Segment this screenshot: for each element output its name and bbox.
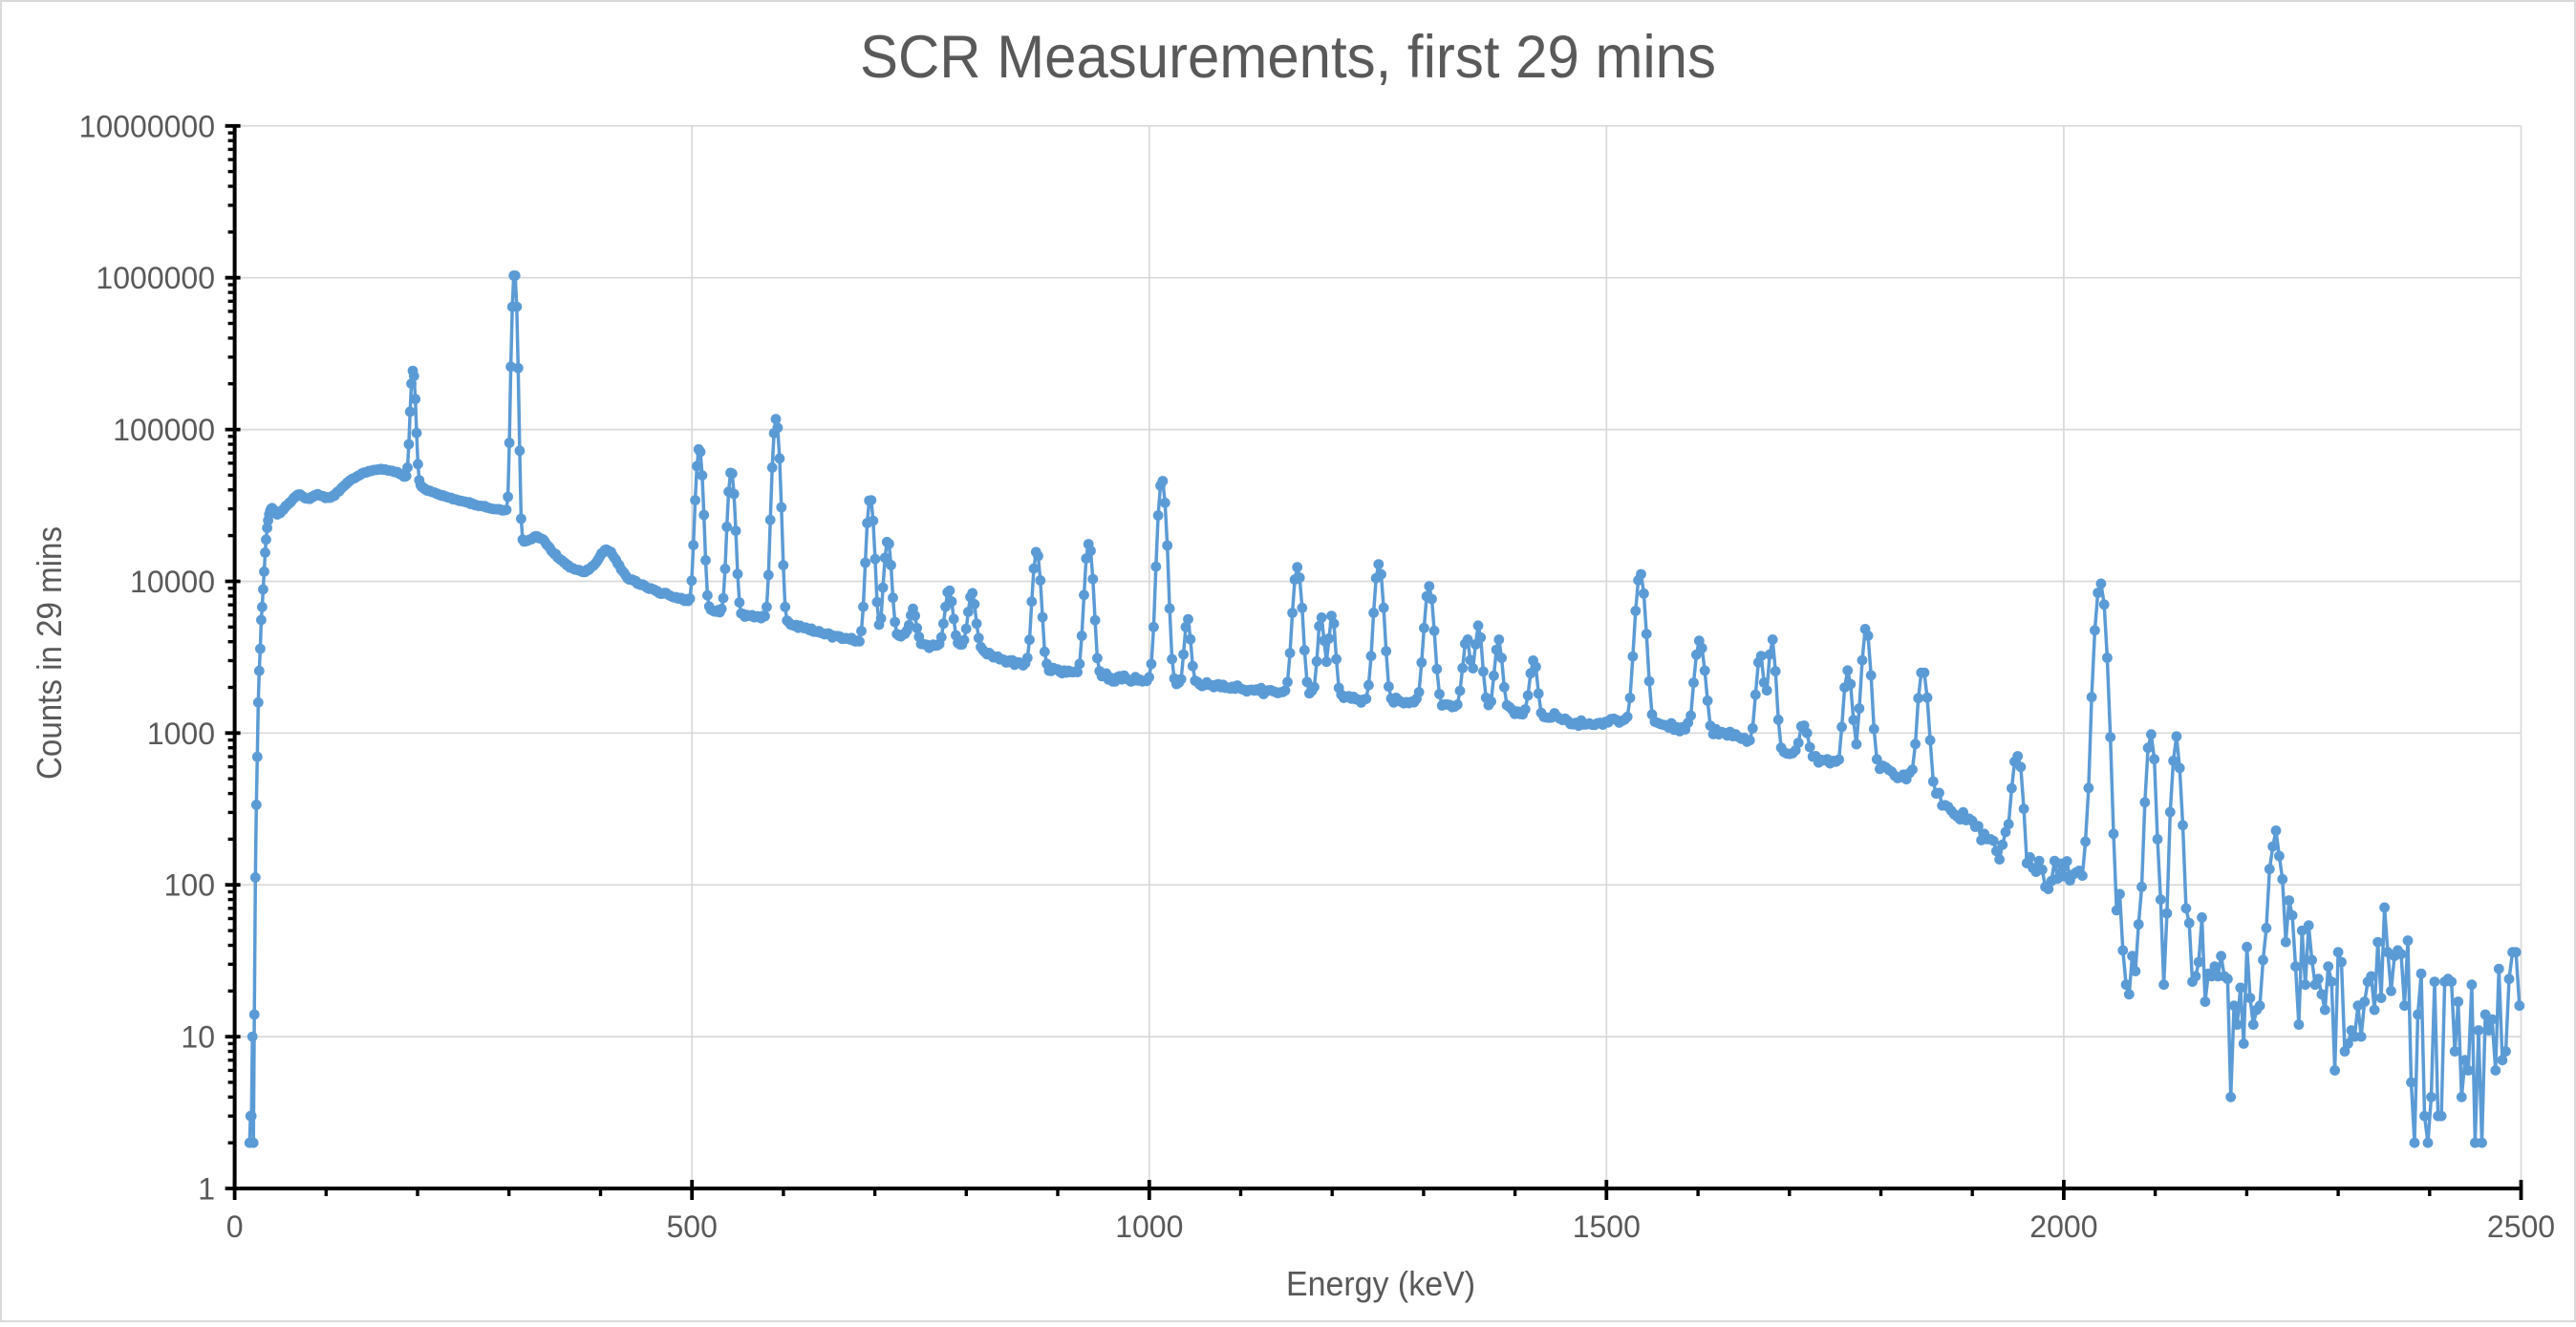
svg-text:1: 1: [198, 1172, 215, 1207]
svg-text:Counts in 29 mins: Counts in 29 mins: [30, 526, 69, 780]
svg-text:10000000: 10000000: [79, 109, 215, 143]
svg-text:Energy (keV): Energy (keV): [1286, 1264, 1475, 1303]
svg-text:2000: 2000: [2029, 1209, 2097, 1244]
svg-text:500: 500: [667, 1209, 718, 1244]
svg-text:1000000: 1000000: [96, 261, 215, 295]
svg-text:2500: 2500: [2487, 1209, 2555, 1244]
svg-text:SCR Measurements, first 29 min: SCR Measurements, first 29 mins: [860, 24, 1716, 91]
svg-text:1000: 1000: [147, 717, 215, 751]
svg-text:10: 10: [181, 1020, 215, 1055]
svg-text:10000: 10000: [130, 565, 215, 599]
svg-text:100: 100: [164, 868, 215, 903]
svg-text:100000: 100000: [113, 413, 215, 447]
svg-text:1000: 1000: [1115, 1209, 1183, 1244]
svg-text:1500: 1500: [1573, 1209, 1641, 1244]
svg-text:0: 0: [226, 1209, 244, 1244]
